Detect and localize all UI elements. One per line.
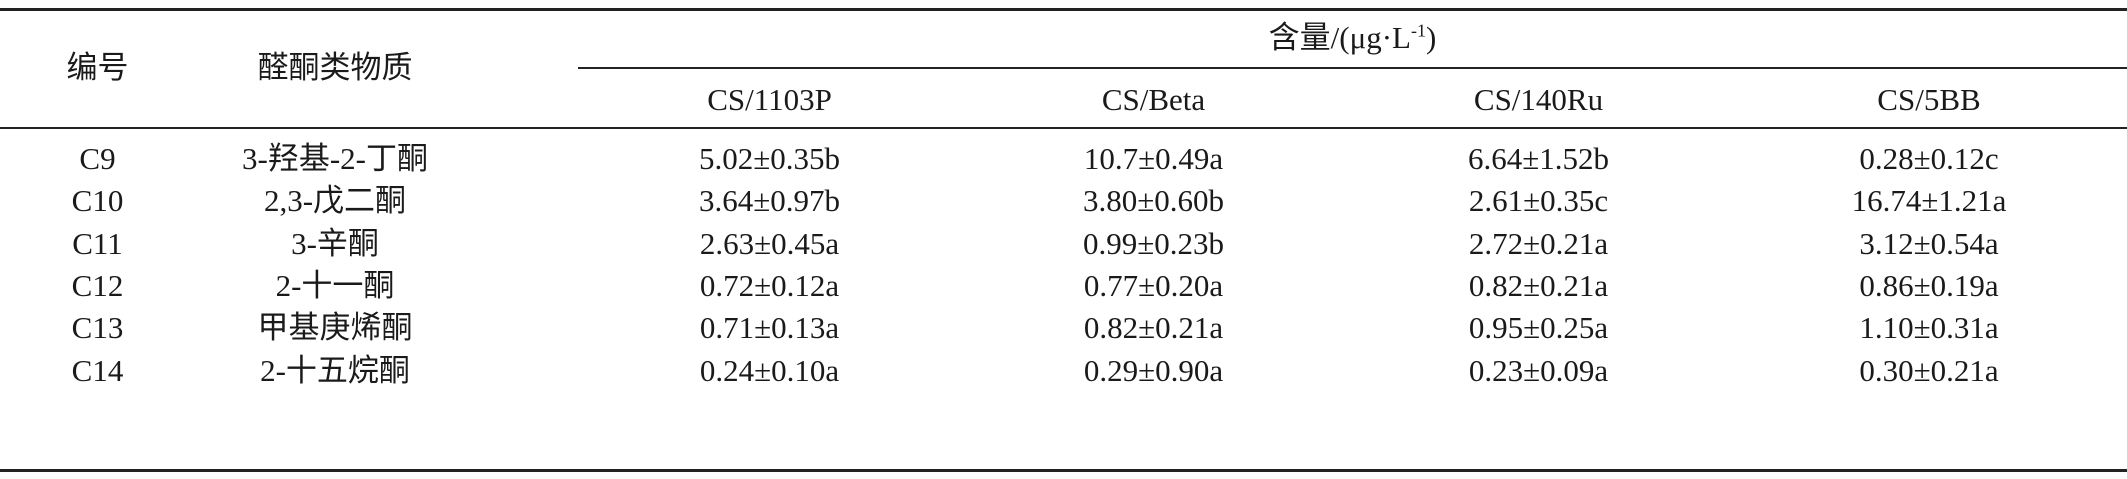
row-value-csbeta: 0.82±0.21a <box>1083 310 1224 346</box>
row-id: C13 <box>71 310 124 346</box>
row-value-cs1103p: 0.72±0.12a <box>699 267 840 303</box>
row-value-cs5bb: 3.12±0.54a <box>1859 225 1999 261</box>
row-id: C14 <box>71 352 124 388</box>
row-id: C9 <box>79 141 116 176</box>
row-value-csbeta: 0.77±0.20a <box>1083 267 1224 303</box>
row-substance: 2-十一酮 <box>275 267 395 303</box>
row-value-csbeta: 0.99±0.23b <box>1082 225 1224 261</box>
row-substance: 2,3-戊二酮 <box>263 183 407 219</box>
header-col-cs1103p: CS/1103P <box>707 82 832 117</box>
row-value-cs140ru: 2.61±0.35c <box>1468 183 1609 219</box>
header-col-cs140ru: CS/140Ru <box>1473 82 1604 117</box>
header-content-group: 含量/(μg·L-1) <box>578 18 2127 58</box>
row-value-cs140ru: 0.95±0.25a <box>1468 310 1609 346</box>
row-value-csbeta: 0.29±0.90a <box>1083 352 1224 388</box>
row-value-cs140ru: 0.82±0.21a <box>1468 267 1609 303</box>
header-content-group-superscript: -1 <box>1411 20 1426 41</box>
table-group-rule <box>578 67 2127 69</box>
row-value-cs1103p: 0.71±0.13a <box>699 310 840 346</box>
row-value-cs1103p: 3.64±0.97b <box>698 183 840 219</box>
header-col-cs5bb: CS/5BB <box>1877 82 1981 117</box>
row-id: C12 <box>71 267 124 303</box>
row-value-cs140ru: 6.64±1.52b <box>1467 141 1609 176</box>
row-value-cs5bb: 0.30±0.21a <box>1859 352 1999 388</box>
row-substance: 3-辛酮 <box>291 225 379 261</box>
table-header-rule <box>0 127 2127 129</box>
row-value-cs140ru: 0.23±0.09a <box>1468 352 1609 388</box>
header-col-csbeta: CS/Beta <box>1101 82 1206 117</box>
row-substance: 3-羟基-2-丁酮 <box>242 141 428 176</box>
header-content-group-close: ) <box>1426 20 1437 55</box>
row-value-cs1103p: 2.63±0.45a <box>699 225 840 261</box>
row-value-cs1103p: 5.02±0.35b <box>698 141 840 176</box>
row-substance: 2-十五烷酮 <box>260 352 410 388</box>
row-id: C11 <box>72 225 123 261</box>
row-value-cs5bb: 0.28±0.12c <box>1859 141 1999 176</box>
row-value-cs140ru: 2.72±0.21a <box>1468 225 1609 261</box>
table-top-rule <box>0 8 2127 11</box>
row-value-csbeta: 3.80±0.60b <box>1082 183 1224 219</box>
row-value-cs1103p: 0.24±0.10a <box>699 352 840 388</box>
row-value-cs5bb: 0.86±0.19a <box>1859 267 1999 303</box>
row-value-cs5bb: 1.10±0.31a <box>1859 310 1999 346</box>
header-substance: 醛酮类物质 <box>257 50 413 85</box>
row-value-cs5bb: 16.74±1.21a <box>1851 183 2007 219</box>
row-id: C10 <box>71 183 124 219</box>
header-id: 编号 <box>66 50 129 85</box>
table-bottom-rule <box>0 469 2127 472</box>
header-content-group-label: 含量/(μg·L <box>1268 20 1411 55</box>
row-value-csbeta: 10.7±0.49a <box>1083 141 1224 176</box>
row-substance: 甲基庚烯酮 <box>257 310 413 346</box>
